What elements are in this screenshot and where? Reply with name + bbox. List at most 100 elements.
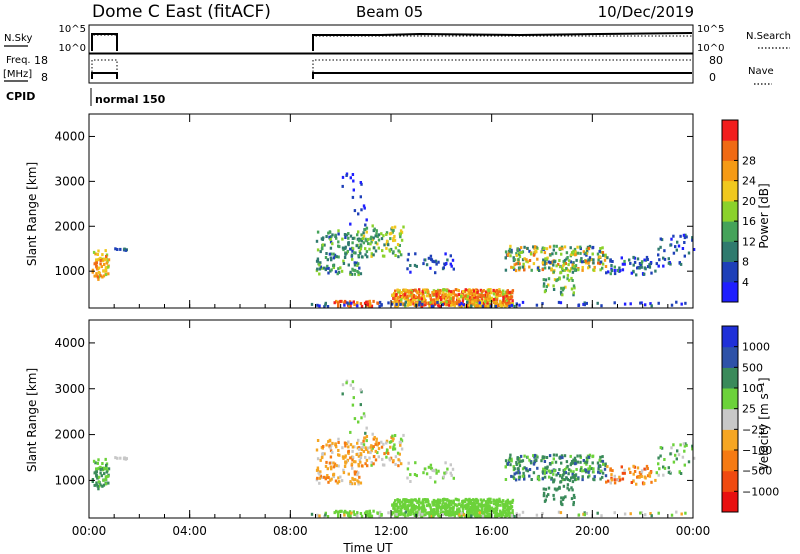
scatter-cell [561, 498, 565, 501]
scatter-cell [543, 475, 547, 479]
scatter-cell [429, 463, 433, 467]
scatter-cell [455, 302, 459, 306]
scatter-cell [350, 511, 353, 515]
scatter-cell [412, 298, 415, 302]
scatter-cell [391, 434, 394, 438]
scatter-cell [435, 294, 438, 298]
scatter-cell [385, 239, 389, 243]
scatter-cell [101, 462, 104, 465]
scatter-cell [483, 508, 486, 512]
scatter-cell [369, 512, 372, 515]
scatter-cell [353, 472, 357, 476]
scatter-cell [532, 471, 536, 475]
scatter-cell [388, 232, 392, 236]
scatter-cell [409, 264, 412, 267]
scatter-cell [327, 271, 330, 275]
scatter-cell [450, 290, 453, 294]
scatter-cell [682, 442, 686, 446]
scatter-cell [442, 475, 445, 479]
scatter-cell [452, 506, 455, 510]
scatter-cell [474, 298, 477, 302]
scatter-cell [332, 461, 335, 465]
scatter-cell [574, 264, 578, 268]
scatter-cell [554, 251, 558, 255]
scatter-cell [350, 482, 353, 486]
scatter-cell [683, 254, 686, 258]
scatter-cell [422, 507, 425, 511]
scatter-cell [460, 294, 463, 298]
scatter-cell [573, 247, 577, 251]
scatter-cell [315, 448, 319, 452]
scatter-cell [114, 247, 117, 251]
scatter-cell [316, 257, 320, 261]
scatter-cell [410, 504, 414, 508]
scatter-cell [337, 476, 340, 480]
scatter-cell [356, 514, 359, 518]
scatter-cell [469, 506, 472, 509]
scatter-cell [640, 301, 643, 305]
scatter-cell [683, 463, 686, 467]
scatter-cell [450, 293, 453, 297]
scatter-cell [349, 234, 353, 238]
scatter-cell [470, 505, 474, 509]
scatter-cell [662, 264, 665, 268]
scatter-cell [576, 454, 579, 458]
scatter-cell [340, 479, 344, 483]
scatter-cell [421, 290, 424, 294]
scatter-cell [492, 502, 496, 506]
scatter-cell [542, 491, 546, 495]
velocity-colorbar-label: Velocity [m s⁻¹] [757, 377, 771, 470]
scatter-cell [530, 252, 533, 256]
scatter-cell [672, 460, 676, 464]
scatter-cell [349, 383, 352, 387]
scatter-cell [354, 251, 357, 255]
scatter-cell [505, 504, 508, 508]
scatter-cell [329, 246, 333, 250]
scatter-cell [399, 295, 402, 298]
scatter-cell [404, 510, 407, 514]
scatter-cell [510, 303, 513, 307]
scatter-cell [329, 449, 333, 453]
scatter-cell [519, 246, 523, 250]
scatter-cell [516, 471, 519, 475]
scatter-cell [562, 496, 565, 500]
scatter-cell [363, 414, 366, 418]
scatter-cell [442, 302, 446, 306]
scatter-cell [588, 244, 592, 248]
scatter-cell [489, 497, 492, 501]
scatter-cell [636, 257, 640, 261]
scatter-cell [323, 515, 326, 519]
scatter-cell [385, 451, 388, 455]
scatter-cell [102, 274, 106, 278]
scatter-cell [330, 477, 333, 481]
scatter-cell [336, 272, 339, 276]
scatter-cell [373, 455, 376, 458]
scatter-cell [475, 505, 478, 509]
scatter-cell [418, 288, 421, 292]
scatter-cell [486, 504, 490, 508]
scatter-cell [333, 301, 336, 305]
scatter-cell [371, 446, 374, 450]
scatter-cell [486, 294, 490, 298]
scatter-cell [350, 253, 354, 257]
scatter-cell [99, 262, 102, 266]
scatter-cell [457, 509, 460, 513]
scatter-cell [555, 473, 558, 477]
scatter-cell [600, 304, 603, 308]
scatter-cell [577, 513, 581, 517]
scatter-cell [502, 289, 505, 293]
scatter-cell [400, 462, 403, 466]
scatter-cell [482, 289, 485, 292]
scatter-cell [570, 253, 573, 257]
scatter-cell [103, 466, 106, 470]
scatter-cell [420, 304, 424, 308]
scatter-cell [674, 453, 677, 457]
scatter-cell [499, 503, 502, 507]
scatter-cell [430, 257, 433, 261]
scatter-cell [672, 234, 675, 238]
scatter-cell [463, 289, 466, 293]
scatter-cell [542, 278, 545, 282]
scatter-cell [575, 258, 578, 262]
scatter-cell [540, 459, 543, 463]
scatter-cell [559, 480, 563, 484]
